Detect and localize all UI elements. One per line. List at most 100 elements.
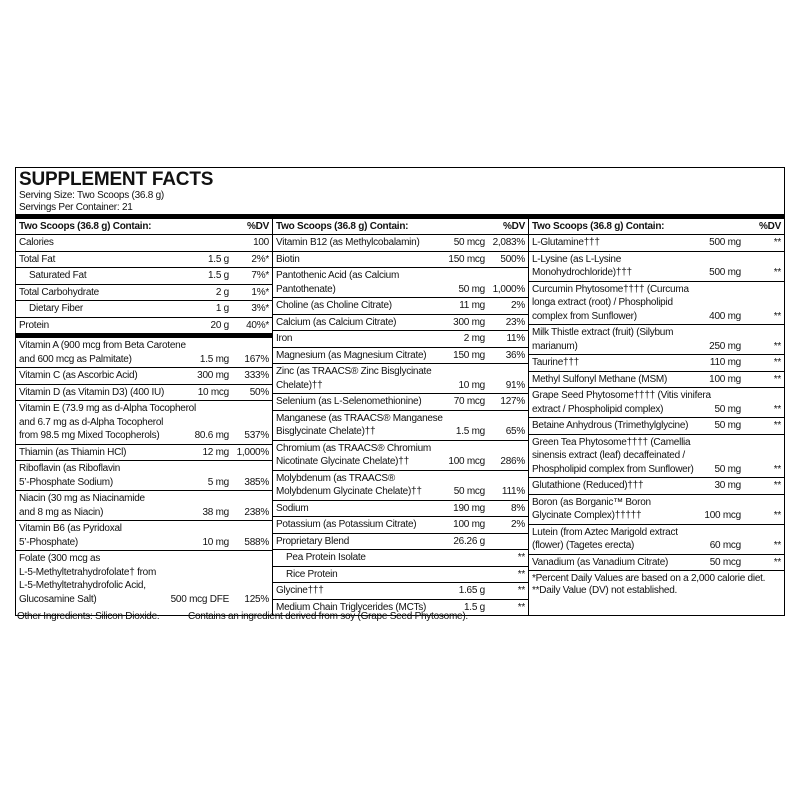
daily-value: ** bbox=[517, 552, 526, 563]
name-line: Glutathione (Reduced)††† bbox=[532, 480, 644, 491]
nutrient-row: Iron 2 mg 11% bbox=[273, 331, 528, 348]
daily-value: ** bbox=[773, 403, 782, 415]
amount: 10 mcg bbox=[197, 386, 230, 398]
nutrient-row: Riboflavin (as Riboflavin 5’-Phosphate So… bbox=[16, 461, 272, 491]
daily-value: 127% bbox=[500, 396, 525, 407]
name-line: Glucosamine Salt) bbox=[19, 593, 97, 605]
name-line: marianum) bbox=[532, 340, 578, 352]
daily-value: ** bbox=[773, 237, 782, 248]
name-line: Medium Chain Triglycerides (MCTs) bbox=[276, 601, 427, 613]
nutrient-row: Chromium (as TRAACS® Chromium Nicotinate … bbox=[273, 441, 528, 471]
dv-header: %DV bbox=[502, 221, 525, 232]
nutrient-row: Boron (as Borganic™ Boron Glycinate Compl… bbox=[529, 495, 784, 525]
name-line: Niacin (30 mg as Niacinamide bbox=[19, 493, 145, 504]
nutrient-row: Milk Thistle extract (fruit) (Silybum mar… bbox=[529, 325, 784, 355]
nutrient-row: Choline (as Choline Citrate) 11 mg 2% bbox=[273, 298, 528, 315]
amount: 100 mg bbox=[709, 373, 741, 385]
nutrient-section: Vitamin A (900 mcg from Beta Carotene and… bbox=[16, 338, 272, 607]
amount: 38 mg bbox=[202, 506, 229, 518]
name-line: L-Lysine (as L-Lysine bbox=[532, 253, 622, 265]
name-line: Riboflavin (as Riboflavin bbox=[19, 463, 121, 474]
nutrient-row: Calcium (as Calcium Citrate) 300 mg 23% bbox=[273, 315, 528, 331]
name-line: Pantothenic Acid (as Calcium bbox=[276, 270, 400, 281]
name-line: Pea Protein Isolate bbox=[286, 552, 366, 563]
nutrient-row: Magnesium (as Magnesium Citrate) 150 mg 36… bbox=[273, 348, 528, 364]
nutrient-row: L-Lysine (as L-Lysine Monohydrochloride)†… bbox=[529, 252, 784, 282]
nutrient-name: Manganese (as TRAACS® Manganese Bisglycin… bbox=[276, 412, 443, 439]
nutrient-name: Proprietary Blend bbox=[276, 535, 411, 549]
amount: 300 mg bbox=[453, 316, 485, 328]
daily-value: 167% bbox=[244, 353, 269, 365]
name-line: complex from Sunflower) bbox=[532, 310, 637, 322]
amount: 1.5 mg bbox=[199, 353, 229, 365]
daily-value: 286% bbox=[500, 456, 525, 467]
nutrient-name: Dietary Fiber bbox=[19, 302, 155, 316]
nutrient-name: Total Carbohydrate bbox=[19, 286, 155, 300]
name-line: Chromium (as TRAACS® Chromium bbox=[276, 442, 431, 454]
nutrient-name: Magnesium (as Magnesium Citrate) bbox=[276, 349, 427, 363]
daily-value: 65% bbox=[505, 426, 526, 437]
daily-value: ** bbox=[773, 480, 782, 491]
amount: 2 g bbox=[215, 286, 229, 298]
daily-value: 2,083% bbox=[492, 237, 526, 248]
nutrient-name: Taurine††† bbox=[532, 356, 667, 370]
name-line: Total Fat bbox=[19, 253, 56, 265]
nutrient-row: Vitamin A (900 mcg from Beta Carotene and… bbox=[16, 338, 272, 368]
nutrient-row: Lutein (from Aztec Marigold extract (flow… bbox=[529, 525, 784, 555]
nutrient-name: Vitamin E (73.9 mg as d-Alpha Tocopherol… bbox=[19, 402, 196, 443]
daily-value: ** bbox=[773, 556, 782, 568]
daily-value: ** bbox=[773, 267, 782, 278]
name-line: L-5-Methyltetrahydrofolate† from bbox=[19, 566, 157, 578]
daily-value: 1%* bbox=[251, 286, 269, 298]
nutrient-name: Vitamin A (900 mcg from Beta Carotene and… bbox=[19, 339, 186, 366]
column-header: Two Scoops (36.8 g) Contain: %DV bbox=[16, 219, 272, 235]
daily-value: 2%* bbox=[251, 253, 269, 265]
name-line: Rice Protein bbox=[286, 568, 338, 580]
daily-value: ** bbox=[773, 357, 782, 368]
amount: 1.5 g bbox=[208, 253, 229, 265]
daily-value: ** bbox=[517, 585, 526, 596]
nutrient-row: Grape Seed Phytosome†††† (Vitis vinifera… bbox=[529, 388, 784, 418]
name-line: Vitamin A (900 mcg from Beta Carotene bbox=[19, 340, 186, 351]
amount: 60 mcg bbox=[709, 540, 742, 551]
nutrient-row: Biotin 150 mcg 500% bbox=[273, 252, 528, 268]
name-line: Saturated Fat bbox=[29, 270, 87, 281]
nutrient-name: L-Glutamine††† bbox=[532, 236, 667, 250]
name-line: 5’-Phosphate) bbox=[19, 536, 79, 548]
nutrient-row: Thiamin (as Thiamin HCl) 12 mg 1,000% bbox=[16, 445, 272, 461]
amount: 5 mg bbox=[207, 476, 229, 488]
nutrient-row: Total Carbohydrate 2 g 1%* bbox=[16, 285, 272, 301]
nutrient-name: Zinc (as TRAACS® Zinc Bisglycinate Chelat… bbox=[276, 365, 432, 392]
amount: 50 mg bbox=[458, 283, 485, 295]
name-line: Betaine Anhydrous (Trimethylglycine) bbox=[532, 420, 689, 431]
nutrient-name: Vitamin C (as Ascorbic Acid) bbox=[19, 369, 155, 383]
daily-value: 3%* bbox=[251, 303, 269, 314]
nutrient-row: Selenium (as L-Selenomethionine) 70 mcg 12… bbox=[273, 394, 528, 411]
daily-value: ** bbox=[773, 420, 782, 431]
name-line: Magnesium (as Magnesium Citrate) bbox=[276, 349, 427, 361]
daily-value: 36% bbox=[505, 349, 526, 361]
name-line: Calcium (as Calcium Citrate) bbox=[276, 316, 397, 328]
nutrient-name: Chromium (as TRAACS® Chromium Nicotinate … bbox=[276, 442, 431, 469]
nutrient-row: Proprietary Blend 26.26 g bbox=[273, 534, 528, 550]
header-label: Two Scoops (36.8 g) Contain: bbox=[532, 221, 665, 232]
amount: 10 mg bbox=[458, 379, 485, 391]
nutrient-column: Two Scoops (36.8 g) Contain: %DV L-Glutami… bbox=[528, 219, 784, 615]
thick-rule bbox=[16, 214, 784, 219]
amount: 1 g bbox=[215, 303, 229, 314]
name-line: from 98.5 mg Mixed Tocopherols) bbox=[19, 430, 160, 441]
column-header: Two Scoops (36.8 g) Contain: %DV bbox=[273, 219, 528, 235]
nutrient-row: Green Tea Phytosome†††† (Camellia sinensi… bbox=[529, 435, 784, 478]
amount: 1.5 g bbox=[464, 601, 485, 613]
name-line: Curcumin Phytosome†††† (Curcuma bbox=[532, 283, 689, 295]
name-line: Selenium (as L-Selenomethionine) bbox=[276, 396, 422, 407]
nutrient-name: Vanadium (as Vanadium Citrate) bbox=[532, 556, 668, 570]
nutrient-name: Vitamin B12 (as Methylcobalamin) bbox=[276, 236, 420, 250]
daily-value: 8% bbox=[511, 502, 525, 514]
amount: 100 mg bbox=[453, 519, 485, 530]
amount: 500 mcg DFE bbox=[170, 593, 230, 605]
nutrient-row: Total Fat 1.5 g 2%* bbox=[16, 252, 272, 268]
name-line: extract / Phospholipid complex) bbox=[532, 403, 664, 415]
name-line: Phospholipid complex from Sunflower) bbox=[532, 463, 694, 475]
amount: 50 mg bbox=[714, 420, 741, 431]
